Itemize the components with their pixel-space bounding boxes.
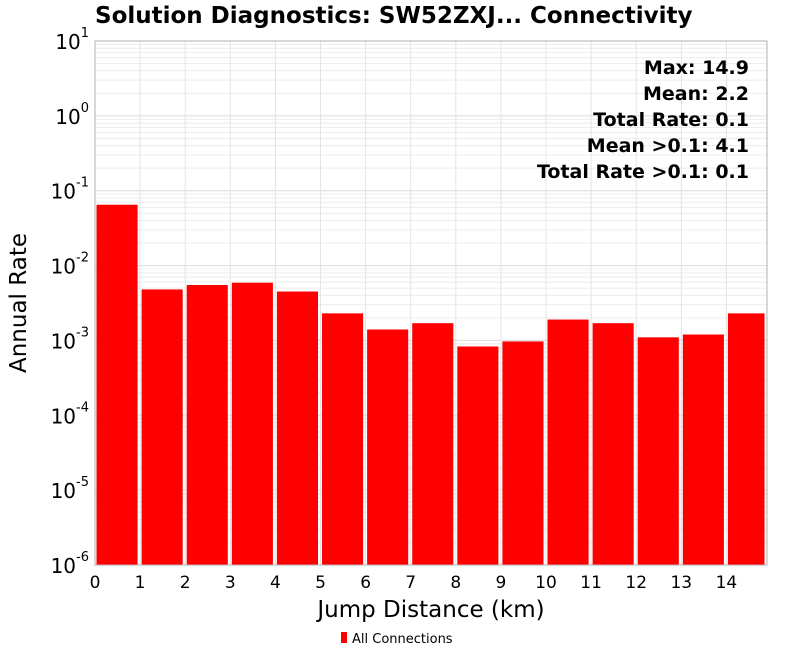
bar	[186, 285, 228, 565]
y-tick-labels: 101 100 10-1 10-2 10-3 10-4 10-5 10-6	[51, 26, 89, 578]
bar	[682, 334, 724, 565]
bar	[96, 204, 138, 565]
bar	[367, 329, 409, 565]
bar	[547, 319, 589, 565]
y-tick-label: 10-4	[51, 400, 89, 428]
y-tick-label: 10-1	[51, 176, 89, 204]
legend: All Connections	[341, 632, 453, 647]
bar	[231, 282, 273, 565]
x-tick-label: 12	[625, 573, 647, 593]
x-tick-label: 3	[225, 573, 236, 593]
x-tick-label: 8	[450, 573, 461, 593]
x-tick-labels: 0 1 2 3 4 5 6 7 8 9 10 11 12 13 14	[90, 573, 738, 593]
x-tick-label: 13	[670, 573, 692, 593]
x-tick-label: 4	[270, 573, 281, 593]
x-tick-label: 2	[180, 573, 191, 593]
bar	[276, 291, 319, 565]
y-tick-label: 100	[55, 101, 89, 129]
x-tick-label: 11	[580, 573, 602, 593]
y-tick-label: 10-5	[51, 475, 89, 503]
stat-annotation: Mean: 2.2	[643, 83, 749, 105]
x-tick-label: 9	[495, 573, 506, 593]
x-tick-label: 6	[360, 573, 371, 593]
stats-annotations: Max: 14.9 Mean: 2.2 Total Rate: 0.1 Mean >0…	[537, 57, 749, 183]
stat-annotation: Total Rate >0.1: 0.1	[537, 161, 749, 183]
y-tick-label: 10-6	[51, 550, 89, 578]
y-tick-label: 10-2	[51, 251, 89, 279]
stat-annotation: Mean >0.1: 4.1	[587, 135, 749, 157]
y-axis-label: Annual Rate	[6, 233, 32, 373]
stat-annotation: Total Rate: 0.1	[593, 109, 749, 131]
x-axis-label: Jump Distance (km)	[315, 597, 544, 623]
plot-border	[94, 40, 768, 566]
x-tick-label: 1	[135, 573, 146, 593]
x-tick-label: 5	[315, 573, 326, 593]
y-tick-label: 101	[55, 26, 89, 54]
chart-title: Solution Diagnostics: SW52ZXJ... Connect…	[95, 3, 692, 29]
bars	[96, 204, 765, 565]
legend-swatch	[341, 632, 347, 643]
x-tick-label: 0	[90, 573, 101, 593]
bar	[502, 341, 544, 565]
bar	[592, 323, 634, 565]
x-tick-label: 14	[716, 573, 738, 593]
legend-label: All Connections	[352, 632, 453, 647]
bar	[412, 323, 454, 565]
bar	[457, 346, 499, 565]
y-tick-label: 10-3	[51, 325, 89, 353]
x-tick-label: 7	[405, 573, 416, 593]
bar	[141, 289, 183, 565]
bar	[727, 313, 765, 565]
bar	[322, 313, 364, 565]
x-tick-label: 10	[535, 573, 557, 593]
stat-annotation: Max: 14.9	[644, 57, 749, 79]
bar	[637, 337, 679, 565]
